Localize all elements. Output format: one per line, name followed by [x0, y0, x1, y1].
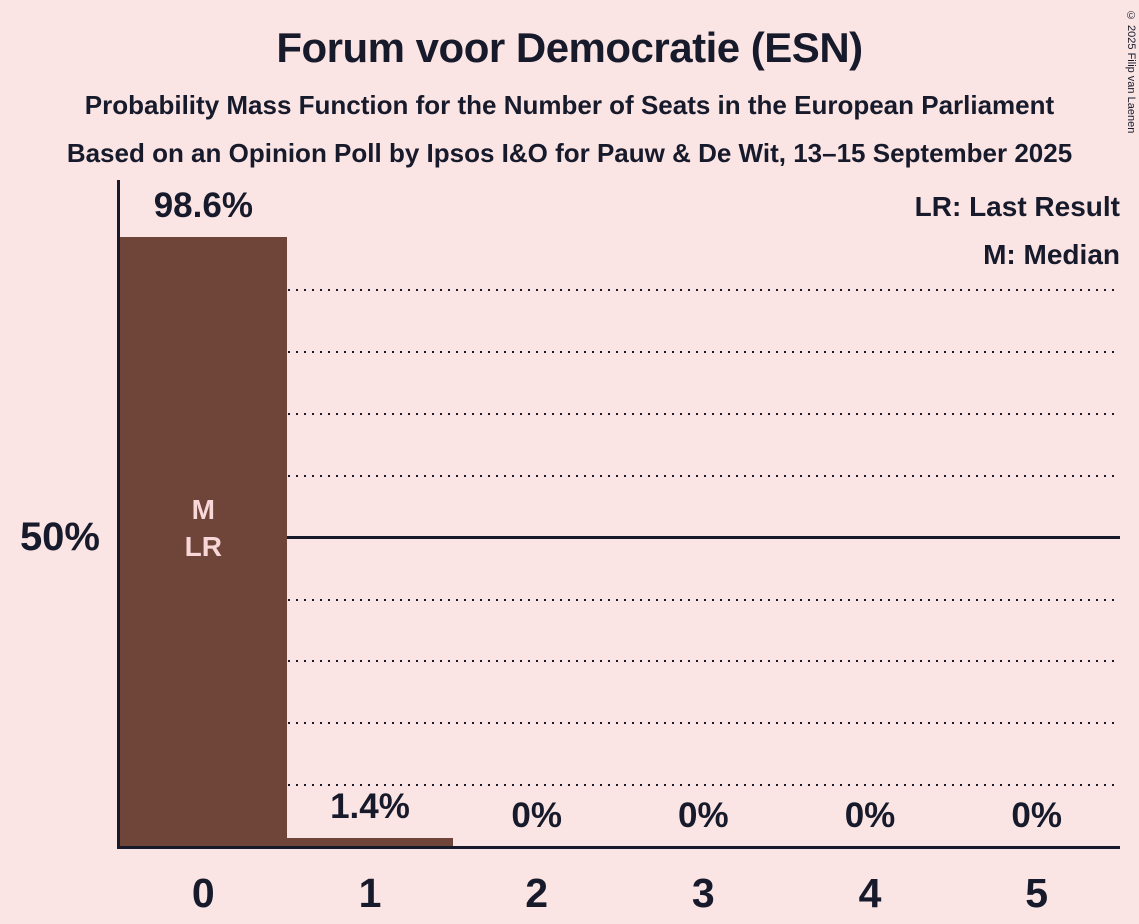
bar-seats-0 [120, 237, 287, 847]
majority-line-50pct [120, 536, 1120, 540]
x-tick-label-4: 4 [858, 870, 882, 916]
legend-median: M: Median [983, 239, 1120, 270]
x-tick-label-0: 0 [191, 870, 215, 916]
x-tick-label-5: 5 [1025, 870, 1049, 916]
bar-seats-1 [286, 838, 454, 847]
value-label-seats-5: 0% [1011, 796, 1062, 835]
y-axis-tick-label: 50% [19, 515, 100, 559]
y-axis-line [117, 180, 120, 849]
x-axis-line [117, 846, 1120, 849]
legend-last-result: LR: Last Result [914, 191, 1120, 222]
x-tick-label-2: 2 [525, 870, 549, 916]
copyright-notice: © 2025 Filip van Laenen [1125, 10, 1137, 134]
x-tick-label-3: 3 [691, 870, 715, 916]
gridline-40pct [120, 598, 1120, 601]
value-label-seats-1: 1.4% [330, 787, 410, 827]
chart-subtitle-source: Based on an Opinion Poll by Ipsos I&O fo… [66, 138, 1073, 168]
chart-subtitle-function: Probability Mass Function for the Number… [84, 90, 1055, 120]
value-label-seats-3: 0% [678, 796, 729, 835]
gridline-20pct [120, 722, 1120, 725]
chart-title: Forum voor Democratie (ESN) [276, 24, 863, 71]
value-label-seats-2: 0% [511, 796, 562, 835]
chart-legend: LR: Last Result M: Median [915, 183, 1120, 279]
gridline-60pct [120, 474, 1120, 477]
gridline-30pct [120, 660, 1120, 663]
value-label-seats-4: 0% [844, 796, 896, 835]
gridline-10pct [120, 784, 1120, 787]
gridline-90pct [120, 289, 1120, 292]
gridline-80pct [120, 351, 1120, 354]
x-tick-label-1: 1 [358, 870, 382, 916]
value-label-seats-0: 98.6% [153, 186, 253, 225]
median-last-result-annotation: M LR [184, 494, 222, 562]
gridline-70pct [120, 412, 1120, 415]
